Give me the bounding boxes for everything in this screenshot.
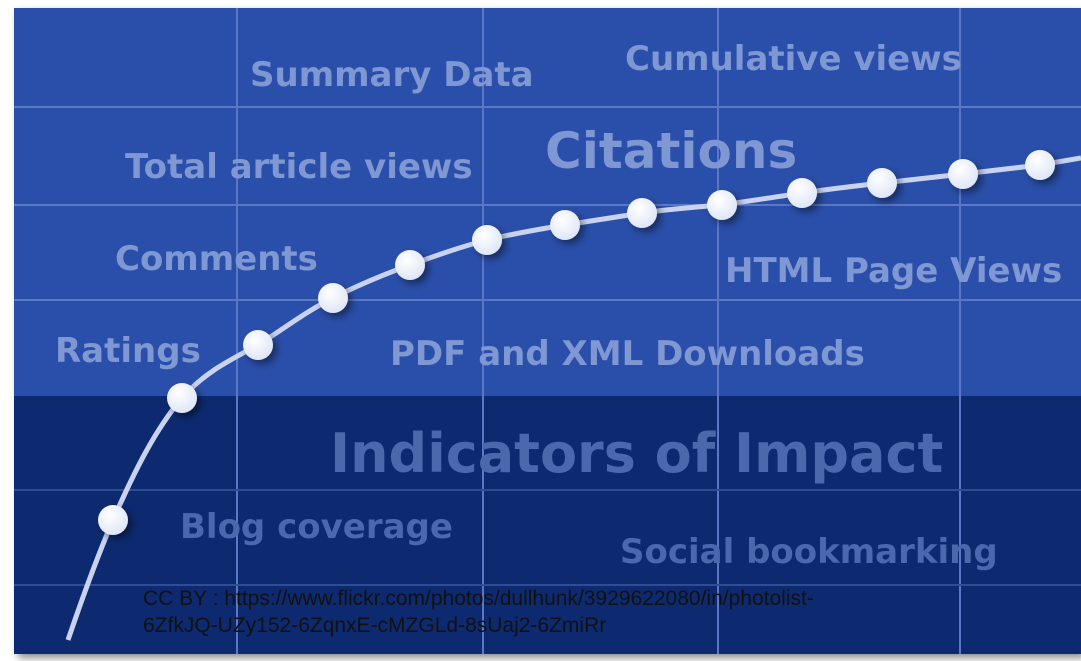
- caption: 6ZfkJQ-UZy152-6ZqnxE-cMZGLd-8sUaj2-6ZmiR…: [143, 614, 606, 637]
- label: Cumulative views: [625, 39, 962, 79]
- title: Indicators of Impact: [330, 422, 943, 485]
- label: PDF and XML Downloads: [390, 334, 865, 374]
- upper-panel: [14, 8, 1081, 398]
- lower-panel: [14, 396, 1081, 654]
- label: Total article views: [125, 147, 473, 187]
- illustration: [14, 8, 1081, 654]
- label: HTML Page Views: [725, 251, 1062, 291]
- caption: CC BY : https://www.flickr.com/photos/du…: [143, 587, 814, 610]
- grid: [14, 8, 1081, 654]
- label: Blog coverage: [180, 507, 453, 547]
- label: Citations: [545, 122, 797, 180]
- label: Social bookmarking: [620, 532, 998, 572]
- label: Ratings: [55, 331, 201, 371]
- curve-dots: [98, 150, 1055, 535]
- labels: Summary Data Cumulative views Total arti…: [55, 39, 1062, 572]
- label: Comments: [115, 239, 318, 279]
- label: Summary Data: [250, 55, 534, 95]
